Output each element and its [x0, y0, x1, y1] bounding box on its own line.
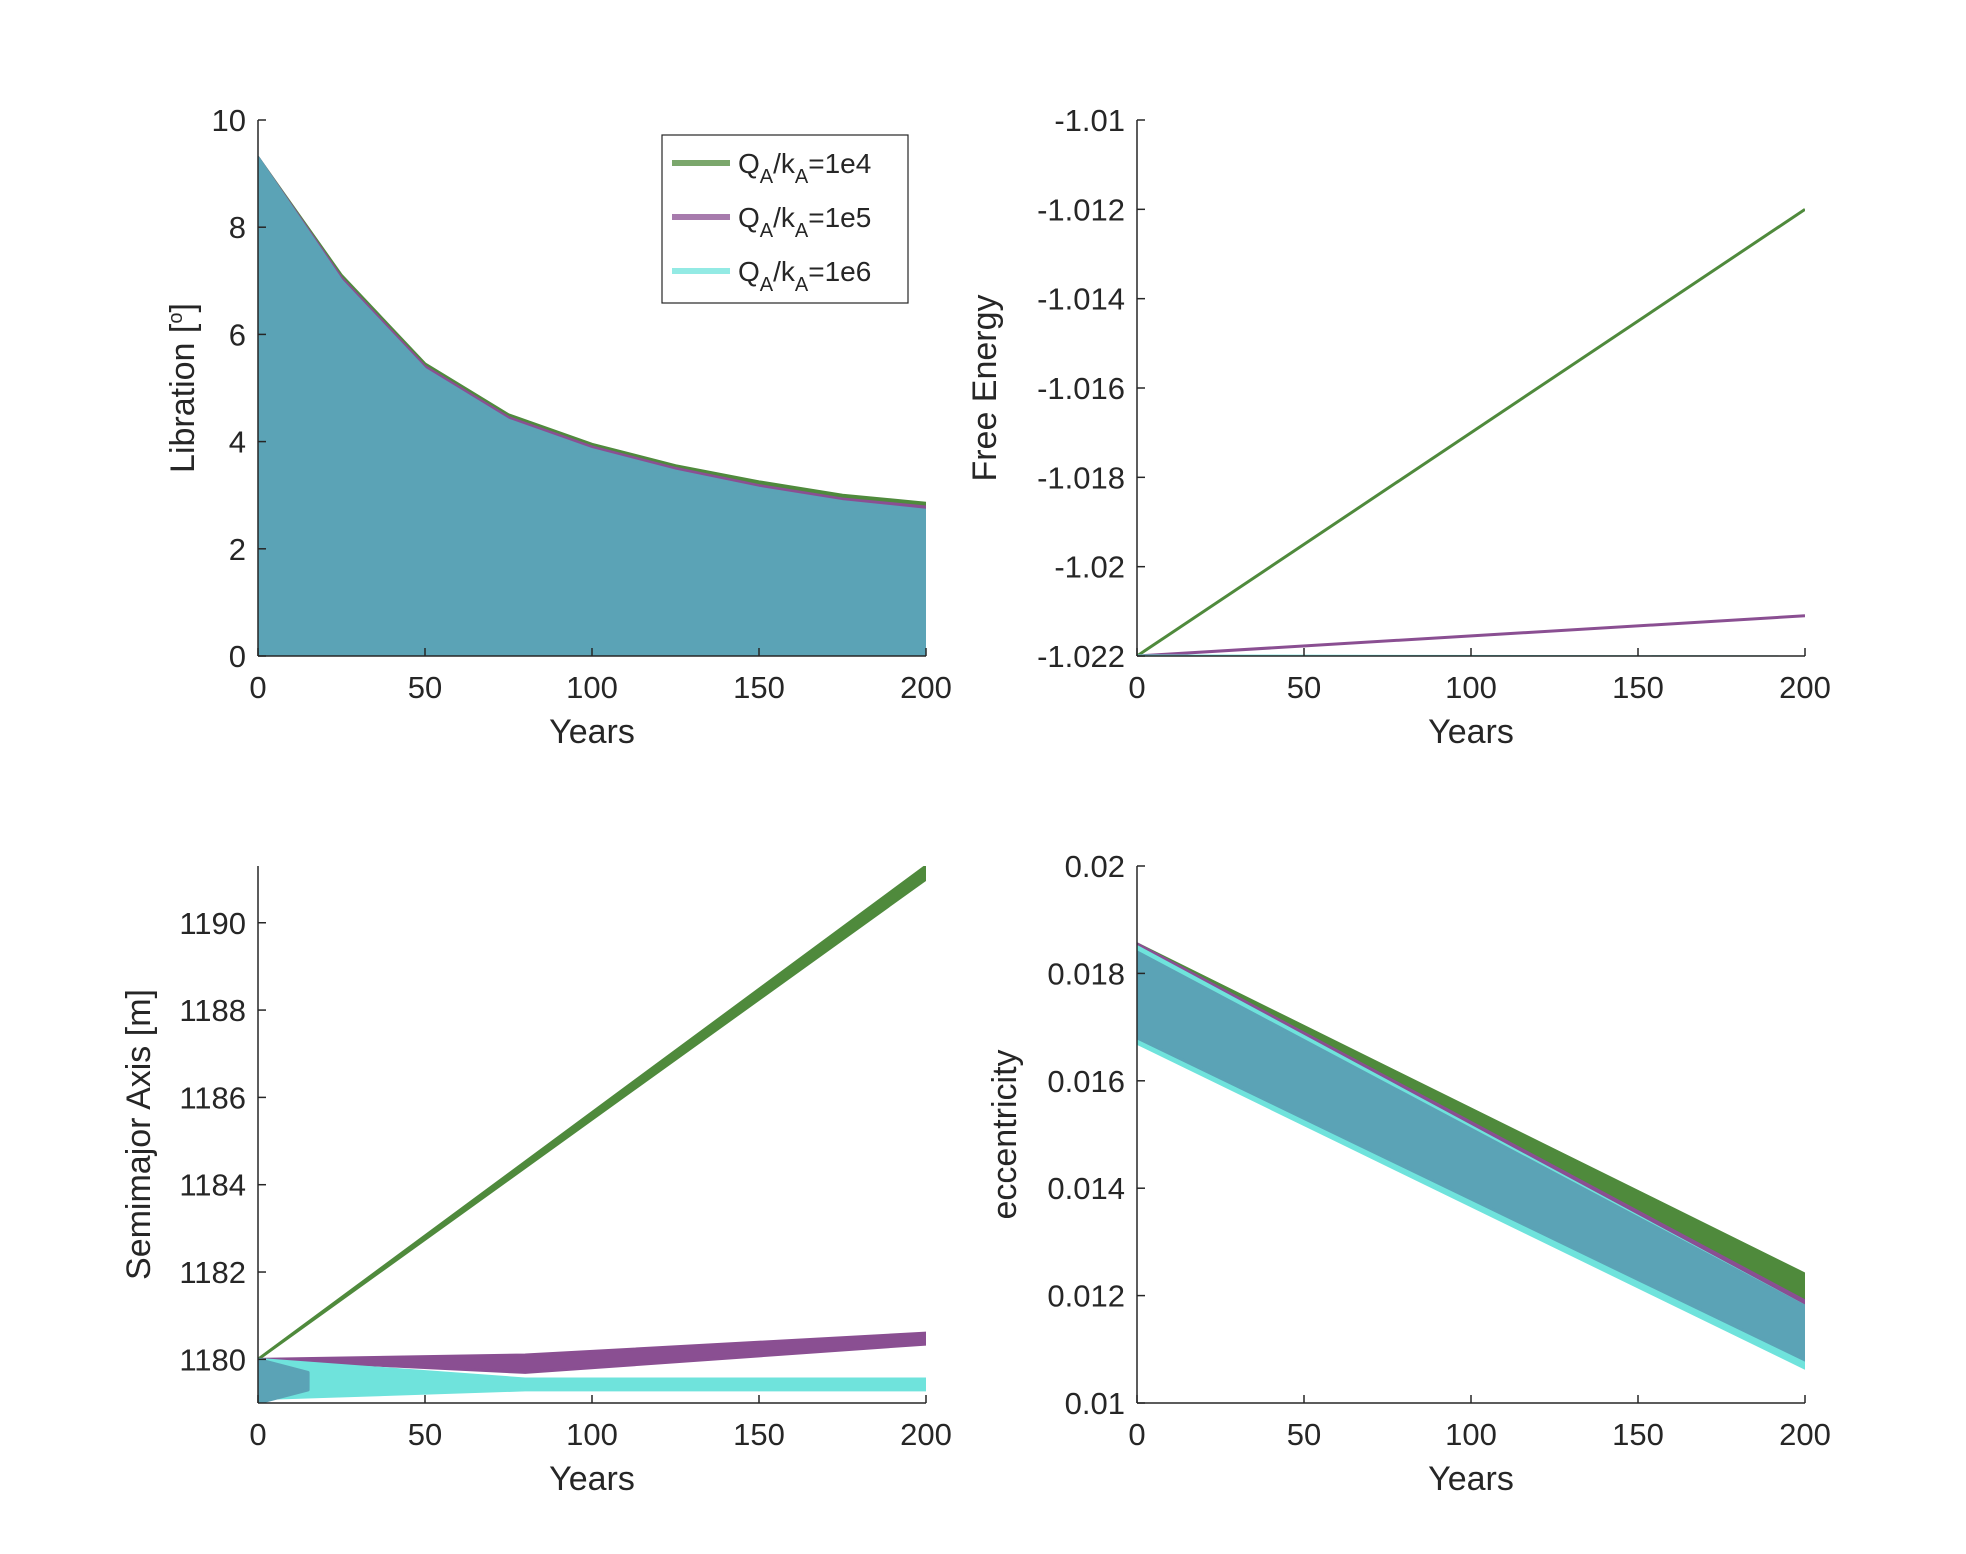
- semimajor-axis-ytick-label: 1182: [179, 1255, 246, 1290]
- free-energy-ylabel-text: Free Energy: [966, 294, 1004, 481]
- libration-ytick-label: 4: [229, 425, 246, 460]
- libration-ytick-label: 0: [229, 639, 246, 674]
- free-energy-series-1: [1137, 208, 1805, 656]
- semimajor-axis-panel: 0 50 100 150 200 1180 1182 1184 1186 1188 1190 Year…: [120, 866, 952, 1498]
- free-energy-xlabel: Years: [1428, 713, 1514, 751]
- legend-label-part: /k: [773, 202, 796, 233]
- legend-label-part: Q: [738, 148, 760, 179]
- semimajor-axis-xtick-label: 150: [733, 1417, 785, 1452]
- libration-xtick-label: 0: [249, 670, 266, 705]
- semimajor-axis-series-4: [258, 1357, 310, 1403]
- libration-xtick-label: 150: [733, 670, 785, 705]
- libration-ylabel-end: ]: [164, 303, 202, 312]
- eccentricity-panel: 0 50 100 150 200 0.01 0.012 0.014 0.016 0.018 0.02…: [986, 849, 1831, 1498]
- libration-ytick-label: 2: [229, 532, 246, 567]
- free-energy-xtick-label: 100: [1445, 670, 1497, 705]
- semimajor-axis-xtick-label: 50: [408, 1417, 442, 1452]
- free-energy-panel: 0 50 100 150 200 -1.022 -1.02 -1.018 -1.016 -1.01…: [966, 103, 1831, 751]
- eccentricity-ylabel-text: eccentricity: [986, 1049, 1024, 1219]
- semimajor-axis-series-3: [258, 1357, 926, 1401]
- free-energy-ytick-label: -1.016: [1037, 371, 1125, 406]
- eccentricity-axes: 0 50 100 150 200 0.01 0.012 0.014 0.016 0.018 0.02: [1047, 849, 1830, 1452]
- free-energy-ytick-label: -1.022: [1037, 639, 1125, 674]
- free-energy-xtick-label: 50: [1287, 670, 1321, 705]
- eccentricity-ytick-label: 0.02: [1065, 849, 1125, 884]
- semimajor-axis-xtick-label: 100: [566, 1417, 618, 1452]
- libration-ytick-label: 6: [229, 317, 246, 352]
- eccentricity-ytick-label: 0.016: [1047, 1064, 1125, 1099]
- semimajor-axis-xtick-label: 0: [249, 1417, 266, 1452]
- legend-label-3: QA/kA=1e6: [738, 256, 871, 296]
- eccentricity-xtick-label: 100: [1445, 1417, 1497, 1452]
- libration-ytick-label: 8: [229, 210, 246, 245]
- semimajor-axis-ytick-label: 1188: [179, 993, 246, 1028]
- legend-label-part: A: [795, 166, 809, 188]
- semimajor-axis-ytick-label: 1190: [179, 906, 246, 941]
- legend-label-1: QA/kA=1e4: [738, 148, 871, 188]
- semimajor-axis-ylabel: Semimajor Axis [m]: [120, 989, 158, 1280]
- free-energy-ytick-label: -1.014: [1037, 282, 1125, 317]
- libration-xtick-label: 200: [900, 670, 952, 705]
- eccentricity-xtick-label: 200: [1779, 1417, 1831, 1452]
- free-energy-ytick-label: -1.018: [1037, 460, 1125, 495]
- free-energy-ytick-label: -1.01: [1054, 103, 1125, 138]
- legend-label-2: QA/kA=1e5: [738, 202, 871, 242]
- libration-axes: 0 50 100 150 200 0 2 4 6 8 10: [212, 103, 952, 705]
- libration-ylabel-sup: o: [165, 313, 187, 324]
- libration-ylabel: Libration [o]: [164, 303, 202, 473]
- free-energy-xtick-label: 200: [1779, 670, 1831, 705]
- libration-plot-area: [258, 156, 926, 656]
- semimajor-axis-series-2: [258, 1331, 926, 1374]
- semimajor-axis-ytick-label: 1180: [179, 1342, 246, 1377]
- eccentricity-ylabel: eccentricity: [986, 1049, 1024, 1219]
- eccentricity-xlabel: Years: [1428, 1460, 1514, 1498]
- legend-label-part: /k: [773, 148, 796, 179]
- legend-label-part: =1e5: [808, 202, 871, 233]
- eccentricity-plot-area: [1137, 942, 1805, 1370]
- libration-xtick-label: 50: [408, 670, 442, 705]
- libration-panel: 0 50 100 150 200 0 2 4 6 8 10 Years Libration [o]: [164, 103, 952, 751]
- legend-label-part: =1e6: [808, 256, 871, 287]
- legend-label-part: A: [760, 166, 774, 188]
- semimajor-axis-axes: 0 50 100 150 200 1180 1182 1184 1186 1188 1190: [179, 866, 952, 1452]
- legend-label-part: =1e4: [808, 148, 871, 179]
- eccentricity-series-4: [1137, 950, 1805, 1362]
- eccentricity-xtick-label: 0: [1128, 1417, 1145, 1452]
- free-energy-ytick-label: -1.012: [1037, 192, 1125, 227]
- free-energy-axes: 0 50 100 150 200 -1.022 -1.02 -1.018 -1.016 -1.01…: [1037, 103, 1831, 705]
- libration-xlabel: Years: [549, 713, 635, 751]
- free-energy-series-2: [1137, 614, 1805, 656]
- semimajor-axis-ylabel-text: Semimajor Axis [m]: [120, 989, 158, 1280]
- eccentricity-ytick-label: 0.01: [1065, 1386, 1125, 1421]
- eccentricity-xtick-label: 50: [1287, 1417, 1321, 1452]
- free-energy-ytick-label: -1.02: [1054, 550, 1125, 585]
- legend-label-part: A: [795, 274, 809, 296]
- libration-series-3: [258, 156, 926, 656]
- eccentricity-xtick-label: 150: [1612, 1417, 1664, 1452]
- legend-label-part: A: [795, 220, 809, 242]
- semimajor-axis-xlabel: Years: [549, 1460, 635, 1498]
- free-energy-plot-area: [1137, 208, 1805, 656]
- eccentricity-ytick-label: 0.014: [1047, 1171, 1125, 1206]
- legend-label-part: A: [760, 220, 774, 242]
- libration-xtick-label: 100: [566, 670, 618, 705]
- semimajor-axis-plot-area: [258, 866, 926, 1403]
- libration-ytick-label: 10: [212, 103, 246, 138]
- eccentricity-ytick-label: 0.012: [1047, 1279, 1125, 1314]
- legend-label-part: A: [760, 274, 774, 296]
- semimajor-axis-ytick-label: 1186: [179, 1080, 246, 1115]
- free-energy-xtick-label: 0: [1128, 670, 1145, 705]
- semimajor-axis-ytick-label: 1184: [179, 1168, 246, 1203]
- semimajor-axis-xtick-label: 200: [900, 1417, 952, 1452]
- free-energy-ylabel: Free Energy: [966, 294, 1004, 481]
- legend-label-part: Q: [738, 256, 760, 287]
- semimajor-axis-series-1: [258, 866, 926, 1361]
- free-energy-xtick-label: 150: [1612, 670, 1664, 705]
- eccentricity-ytick-label: 0.018: [1047, 956, 1125, 991]
- legend-label-part: /k: [773, 256, 796, 287]
- libration-ylabel-text: Libration [: [164, 323, 202, 473]
- legend-label-part: Q: [738, 202, 760, 233]
